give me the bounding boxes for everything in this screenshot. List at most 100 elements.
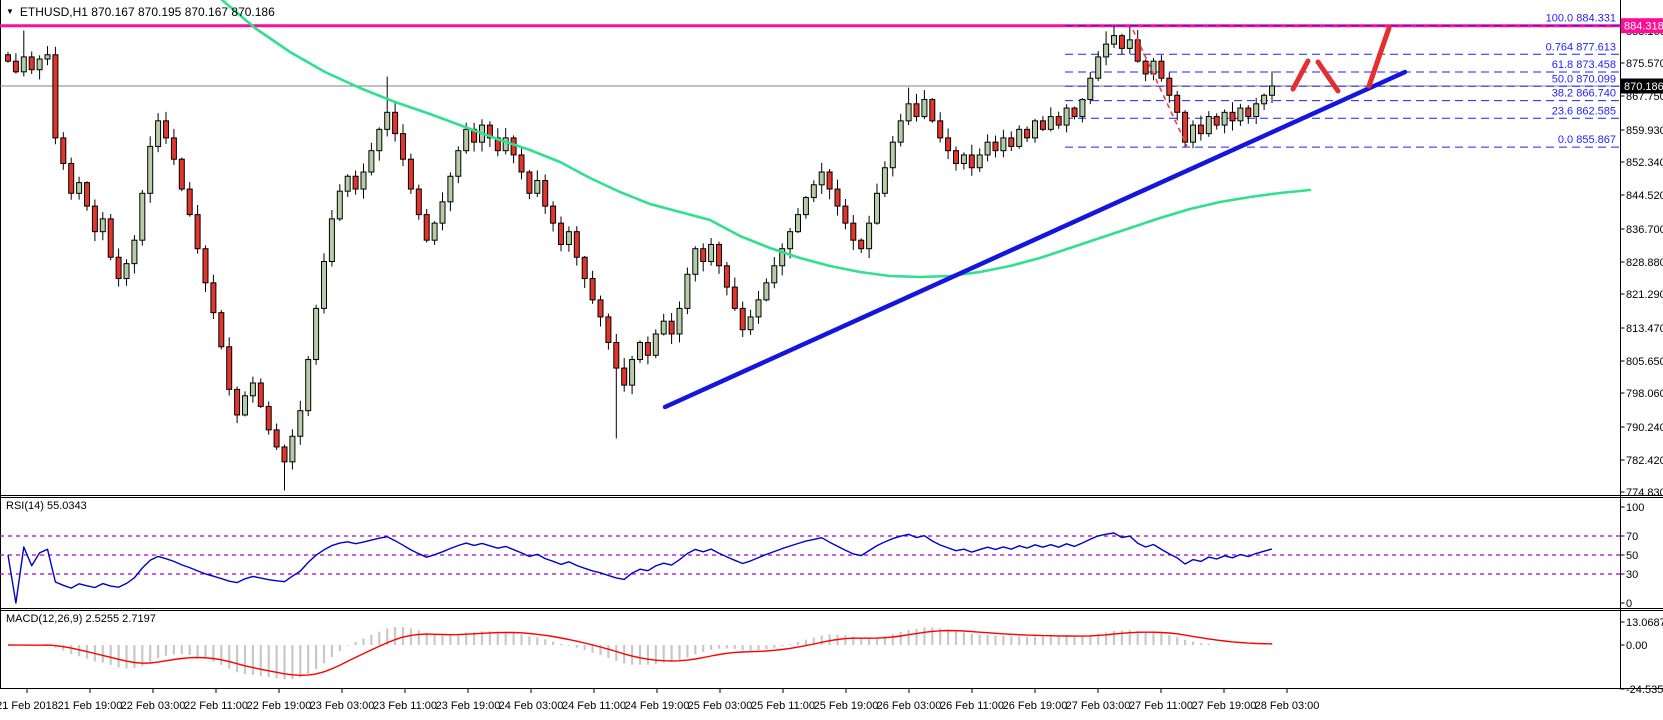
candle-bearish [107,218,114,258]
chart-title: ▼ ETHUSD,H1 870.167 870.195 870.167 870.… [6,5,275,19]
candle-bullish [431,222,438,241]
candle-bearish [265,405,272,431]
candle-bullish [384,111,391,130]
candle-bearish [170,137,177,160]
time-axis-label: 27 Feb 11:00 [1129,700,1193,712]
chart-dropdown-icon[interactable]: ▼ [6,7,14,16]
price-axis-label: 805.650 [1626,356,1663,368]
time-axis-label: 26 Feb 03:00 [877,700,942,712]
candle-bullish [139,192,146,241]
candle-bullish [336,190,343,220]
candle-bullish [36,58,43,71]
candle-bullish [897,120,904,143]
candle-bullish [802,197,809,216]
candle-bullish [960,154,967,164]
candle-bullish [1032,120,1038,139]
price-axis-label: 821.290 [1626,289,1663,301]
candle-bearish [700,248,707,263]
candle-bearish [621,367,628,386]
time-axis-label: 27 Feb 03:00 [1066,700,1131,712]
candle-bullish [787,231,794,250]
candle-bullish [249,382,256,397]
red-annotation-arrow[interactable] [1366,25,1392,89]
red-annotation-arrow[interactable] [1315,59,1341,94]
candle-bullish [1190,124,1196,143]
candle-bullish [771,265,778,284]
candle-bearish [834,188,841,207]
candle-bullish [660,320,667,335]
candle-bearish [194,214,201,250]
time-axis-label: 21 Feb 19:00 [58,700,123,712]
candle-bullish [565,231,572,245]
candle-bullish [637,341,643,361]
candle-bearish [716,243,722,267]
moving-average-line[interactable] [220,0,1312,279]
price-axis-label: 798.060 [1626,388,1663,400]
candle-bearish [400,133,406,160]
time-axis-label: 26 Feb 11:00 [940,700,1004,712]
candle-bullish [1221,111,1228,126]
candle-bullish [874,192,880,224]
candle-bullish [123,263,130,280]
candle-bearish [1166,77,1173,96]
price-axis-label: 852.340 [1626,157,1663,169]
candle-bullish [708,243,715,263]
rsi-axis-label: 30 [1626,569,1638,581]
candle-bearish [186,188,193,216]
candle-bearish [52,54,59,139]
symbol-ohlc-label: ETHUSD,H1 870.167 870.195 870.167 870.18… [19,5,275,19]
candle-bullish [755,299,762,318]
candle-bearish [589,278,596,301]
candle-bullish [1253,103,1260,118]
candle-bullish [368,150,375,173]
red-annotation-arrow[interactable] [1290,58,1311,92]
candle-bearish [573,231,580,258]
candle-bullish [155,120,162,147]
candle-bearish [273,429,280,448]
candle-bearish [178,158,185,190]
support-trendline[interactable] [662,69,1408,410]
candle-bullish [1016,128,1023,147]
candle-bearish [723,265,730,288]
candle-bearish [842,205,849,224]
candle-bearish [1055,116,1062,126]
time-axis-label: 25 Feb 19:00 [814,700,879,712]
candle-bearish [1134,39,1141,62]
candle-bearish [423,214,430,241]
candle-bearish [60,137,67,164]
candle-bullish [344,175,351,192]
candle-bearish [1174,94,1181,113]
candle-bearish [1213,116,1220,126]
fib-level-label: 50.0 870.099 [1552,73,1616,85]
rsi-indicator-label: RSI(14) 55.0343 [6,500,87,512]
rsi-axis-label: 70 [1626,531,1638,543]
candle-bullish [313,307,320,361]
candle-bearish [858,239,865,250]
candle-bearish [1158,60,1165,79]
candle-bearish [1118,35,1125,49]
price-axis-label: 782.420 [1626,455,1663,467]
candle-bearish [613,341,620,369]
candle-bearish [597,299,604,318]
macd-axis-label: 0.00 [1626,640,1647,652]
time-axis-label: 22 Feb 19:00 [247,700,312,712]
candle-bearish [1197,124,1204,135]
candle-bullish [692,248,699,275]
candle-bearish [953,150,959,164]
candle-bullish [44,54,51,60]
candle-bearish [542,180,549,207]
macd-axis-label: 13.0687 [1626,617,1663,629]
candle-bearish [234,388,241,416]
candle-bearish [929,99,936,122]
retracement-dashed-line[interactable] [1132,29,1188,147]
candle-bearish [257,382,264,407]
candle-bearish [415,188,422,216]
candle-bullish [747,316,754,331]
candle-bearish [913,103,920,118]
price-axis-label: 844.520 [1626,190,1663,202]
candle-bullish [534,180,541,194]
candle-bullish [795,214,801,233]
candle-bullish [321,261,327,309]
candle-bearish [392,111,399,135]
